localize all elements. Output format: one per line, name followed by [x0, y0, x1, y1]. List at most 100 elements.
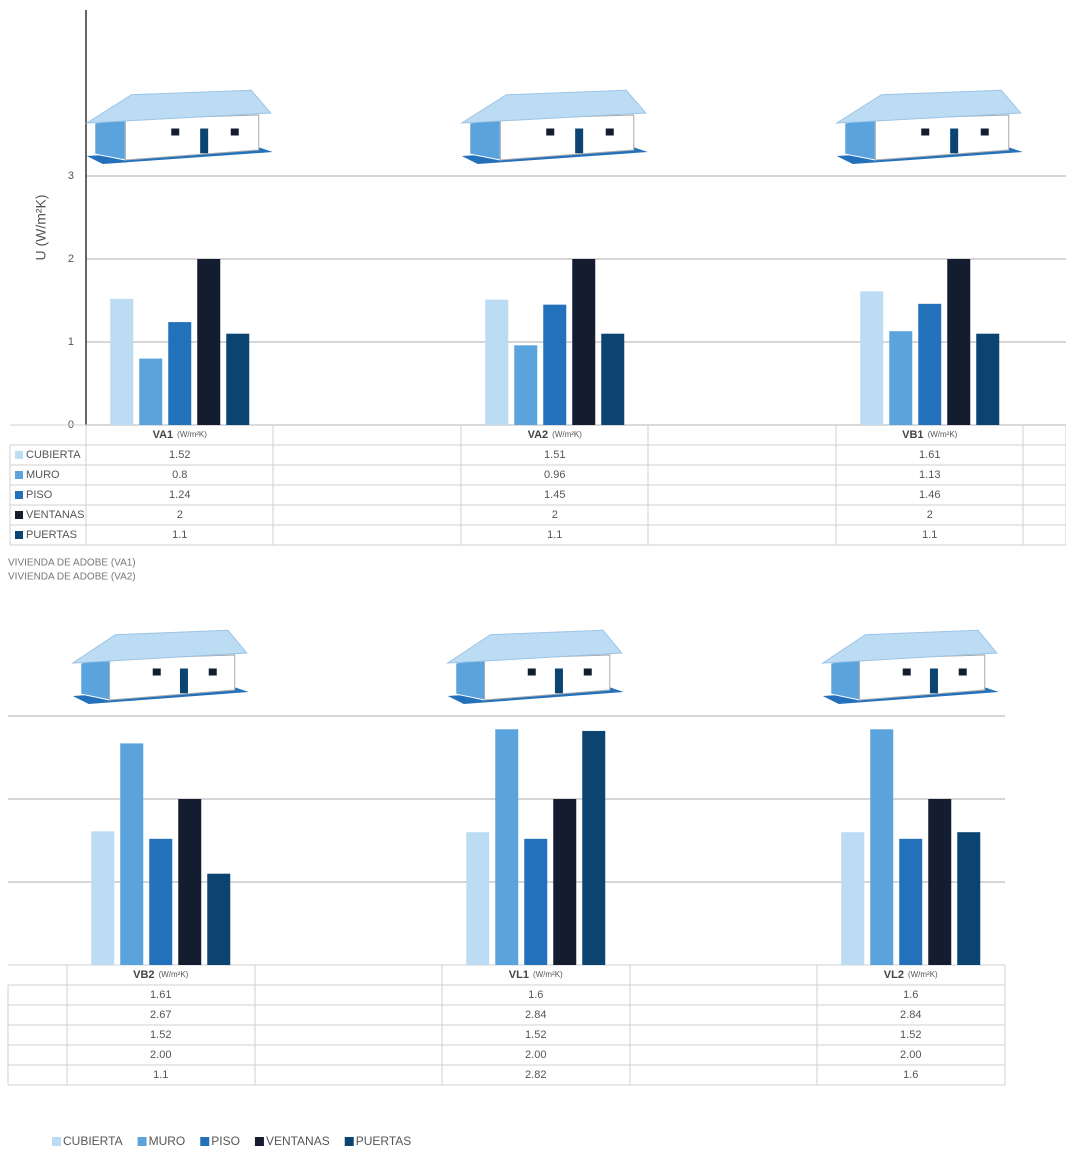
bar [860, 291, 884, 425]
legend-swatch [15, 511, 23, 519]
bar [495, 729, 519, 965]
bar [841, 832, 865, 965]
bar [870, 729, 894, 965]
bar [543, 304, 567, 425]
bar [466, 832, 490, 965]
bar [899, 838, 923, 965]
legend-label: CUBIERTA [26, 449, 81, 461]
bar [168, 322, 192, 425]
house-window [950, 128, 959, 154]
table-value: 1.6 [903, 989, 918, 1001]
house-window [179, 668, 188, 694]
legend-label: VENTANAS [26, 509, 84, 521]
unit-label: (W/m²K) [177, 430, 207, 439]
bar [485, 299, 509, 425]
unit-label: (W/m²K) [159, 970, 189, 979]
legend-label: CUBIERTA [63, 1134, 123, 1148]
table-value: 1.52 [169, 449, 190, 461]
legend-label: PUERTAS [356, 1134, 412, 1148]
table-value: 2 [177, 509, 183, 521]
table-header: VA1 (W/m²K) [153, 429, 208, 441]
bar [918, 303, 942, 425]
category-label: VL1 [509, 969, 529, 981]
bar [601, 333, 625, 425]
legend-label: VENTANAS [266, 1134, 330, 1148]
table-value: 1.1 [922, 529, 937, 541]
table-header: VA2 (W/m²K) [528, 429, 583, 441]
legend-swatch [52, 1137, 61, 1146]
bar [120, 743, 144, 965]
legend-swatch [137, 1137, 147, 1146]
bar [139, 358, 163, 425]
bar [178, 799, 202, 965]
unit-label: (W/m²K) [552, 430, 582, 439]
table-value: 0.8 [172, 469, 187, 481]
table-value: 1.1 [153, 1069, 168, 1081]
y-tick-label: 2 [68, 253, 74, 265]
bar [524, 838, 548, 965]
bar [889, 331, 913, 425]
house-illustration [84, 89, 273, 164]
house-side-wall [80, 658, 111, 701]
bar [149, 838, 173, 965]
category-label: VB1 [902, 429, 923, 441]
house-illustration [445, 629, 624, 704]
house-window [902, 668, 911, 676]
bar [553, 799, 577, 965]
y-tick-label: 1 [68, 336, 74, 348]
bar [928, 799, 952, 965]
legend-label: MURO [26, 469, 60, 481]
bar [226, 333, 250, 425]
table-value: 1.1 [172, 529, 187, 541]
category-label: VL2 [884, 969, 904, 981]
legend-swatch [15, 491, 23, 499]
table-value: 1.52 [525, 1029, 546, 1041]
house-side-wall [844, 118, 876, 161]
table-value: 1.1 [547, 529, 562, 541]
unit-label: (W/m²K) [928, 430, 958, 439]
house-window [958, 668, 967, 676]
legend-label: PISO [211, 1134, 240, 1148]
table-value: 1.6 [528, 989, 543, 1001]
house-window [583, 668, 592, 676]
house-window [200, 128, 209, 154]
table-value: 2.84 [900, 1009, 921, 1021]
house-window [527, 668, 536, 676]
table-value: 2.00 [525, 1049, 546, 1061]
legend-swatch [200, 1137, 210, 1146]
legend-label: PISO [26, 489, 53, 501]
table-value: 1.52 [900, 1029, 921, 1041]
house-illustration [834, 89, 1023, 164]
bar [110, 298, 134, 425]
legend-label: PUERTAS [26, 529, 77, 541]
house-window [605, 128, 614, 136]
house-window [921, 128, 930, 136]
table-value: 1.46 [919, 489, 940, 501]
y-tick-label: 3 [68, 170, 74, 182]
table-value: 1.61 [150, 989, 171, 1001]
table-value: 1.24 [169, 489, 190, 501]
y-axis-label: U (W/m²K) [33, 194, 49, 260]
table-value: 2 [552, 509, 558, 521]
category-label: VA2 [528, 429, 549, 441]
house-window [554, 668, 563, 694]
table-header: VL2 (W/m²K) [884, 969, 938, 981]
bar [91, 831, 115, 965]
table-value: 2.82 [525, 1069, 546, 1081]
table-value: 2.00 [150, 1049, 171, 1061]
house-roof [70, 629, 248, 664]
house-side-wall [469, 118, 501, 161]
table-value: 1.6 [903, 1069, 918, 1081]
table-value: 1.45 [544, 489, 565, 501]
legend-swatch [15, 531, 23, 539]
unit-label: (W/m²K) [533, 970, 563, 979]
house-roof [84, 89, 272, 124]
table-value: 1.51 [544, 449, 565, 461]
table-value: 2 [927, 509, 933, 521]
house-window [980, 128, 989, 136]
bar [947, 259, 971, 425]
table-header: VL1 (W/m²K) [509, 969, 563, 981]
bar [976, 333, 1000, 425]
table-value: 1.61 [919, 449, 940, 461]
house-roof [459, 89, 647, 124]
